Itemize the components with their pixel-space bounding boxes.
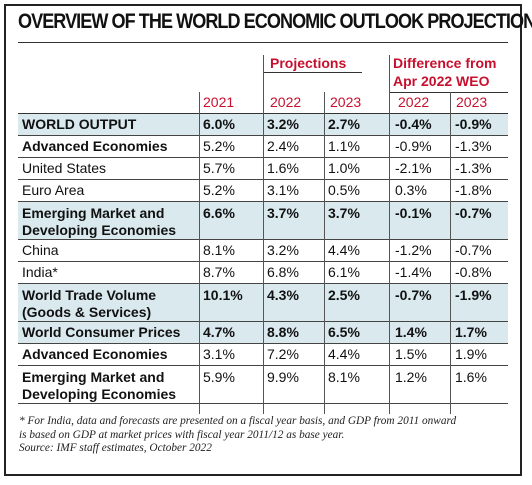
table-frame — [4, 4, 522, 476]
value-cell: 8.1% — [328, 369, 360, 385]
value-cell: -0.7% — [395, 287, 432, 303]
value-cell: 1.6% — [455, 369, 487, 385]
value-cell: 3.7% — [328, 205, 360, 221]
value-cell: 1.9% — [455, 346, 487, 362]
year-2023-diff: 2023 — [456, 94, 488, 110]
row-label: Emerging Market and — [22, 369, 165, 385]
value-cell: 4.7% — [203, 324, 235, 340]
row-label: Emerging Market and — [22, 205, 165, 221]
page-title: OVERVIEW OF THE WORLD ECONOMIC OUTLOOK P… — [18, 10, 532, 33]
difference-header-line1: Difference from — [393, 55, 497, 71]
value-cell: 1.5% — [395, 346, 427, 362]
row-label: Developing Economies — [22, 386, 177, 402]
value-cell: 5.7% — [203, 160, 235, 176]
value-cell: -0.4% — [395, 116, 432, 132]
value-cell: 1.1% — [328, 138, 360, 154]
value-cell: 1.4% — [395, 324, 427, 340]
col-divider-1 — [199, 92, 200, 414]
row-label: United States — [22, 160, 107, 176]
value-cell: 8.7% — [203, 264, 235, 280]
year-2022-diff: 2022 — [398, 94, 430, 110]
value-cell: 3.2% — [267, 116, 299, 132]
value-cell: -1.3% — [455, 138, 492, 154]
value-cell: -0.9% — [395, 138, 432, 154]
value-cell: 9.9% — [267, 369, 299, 385]
value-cell: -0.9% — [455, 116, 492, 132]
footnote-line-1: * For India, data and forecasts are pres… — [19, 415, 457, 427]
value-cell: 0.3% — [395, 182, 427, 198]
value-cell: 8.1% — [203, 242, 235, 258]
row-label: Euro Area — [22, 182, 85, 198]
value-cell: 3.7% — [267, 205, 299, 221]
value-cell: 1.0% — [328, 160, 360, 176]
value-cell: 10.1% — [203, 287, 243, 303]
value-cell: -0.1% — [395, 205, 432, 221]
row-label: India* — [22, 264, 58, 280]
value-cell: -0.8% — [455, 264, 492, 280]
row-label: Developing Economies — [22, 222, 177, 238]
value-cell: 5.2% — [203, 138, 235, 154]
value-cell: 5.9% — [203, 369, 235, 385]
value-cell: -2.1% — [395, 160, 432, 176]
value-cell: 7.2% — [267, 346, 299, 362]
value-cell: 0.5% — [328, 182, 360, 198]
value-cell: 1.7% — [455, 324, 487, 340]
value-cell: 4.3% — [267, 287, 299, 303]
value-cell: 3.1% — [203, 346, 235, 362]
value-cell: 3.1% — [267, 182, 299, 198]
value-cell: 2.7% — [328, 116, 360, 132]
col-divider-5 — [450, 92, 451, 414]
footnote-line-2: is based on GDP at market prices with fi… — [19, 428, 345, 441]
col-divider-3 — [324, 92, 325, 414]
value-cell: 1.2% — [395, 369, 427, 385]
value-cell: 2.5% — [328, 287, 360, 303]
value-cell: 6.8% — [267, 264, 299, 280]
value-cell: 3.2% — [267, 242, 299, 258]
row-label: (Goods & Services) — [22, 304, 152, 320]
title-rule — [18, 42, 508, 43]
row-label: World Consumer Prices — [22, 324, 181, 340]
col-divider-4 — [389, 55, 390, 414]
value-cell: 4.4% — [328, 346, 360, 362]
row-label: Advanced Economies — [22, 138, 168, 154]
source-note: Source: IMF staff estimates, October 202… — [19, 442, 212, 454]
difference-underline — [390, 92, 508, 93]
col-divider-2 — [263, 55, 264, 414]
row-label: Advanced Economies — [22, 346, 168, 362]
footnote: * For India, data and forecasts are pres… — [19, 415, 505, 456]
value-cell: 2.4% — [267, 138, 299, 154]
value-cell: -1.8% — [455, 182, 492, 198]
difference-header-line2: Apr 2022 WEO — [393, 73, 490, 89]
year-2021: 2021 — [203, 94, 235, 110]
row-label: China — [22, 242, 59, 258]
row-label: WORLD OUTPUT — [22, 116, 137, 132]
row-label: World Trade Volume — [22, 287, 157, 303]
value-cell: -0.7% — [455, 242, 492, 258]
year-2023-proj: 2023 — [330, 94, 362, 110]
table-row: Emerging Market and Developing Economies 5… — [18, 366, 508, 404]
projections-underline — [264, 72, 362, 73]
value-cell: 1.6% — [267, 160, 299, 176]
projections-header: Projections — [270, 55, 347, 71]
value-cell: 5.2% — [203, 182, 235, 198]
value-cell: -1.3% — [455, 160, 492, 176]
value-cell: 6.6% — [203, 205, 235, 221]
value-cell: 4.4% — [328, 242, 360, 258]
value-cell: 6.0% — [203, 116, 235, 132]
value-cell: -1.4% — [395, 264, 432, 280]
value-cell: -0.7% — [455, 205, 492, 221]
value-cell: 6.5% — [328, 324, 360, 340]
value-cell: -1.9% — [455, 287, 492, 303]
value-cell: -1.2% — [395, 242, 432, 258]
value-cell: 8.8% — [267, 324, 299, 340]
year-2022-proj: 2022 — [270, 94, 302, 110]
value-cell: 6.1% — [328, 264, 360, 280]
